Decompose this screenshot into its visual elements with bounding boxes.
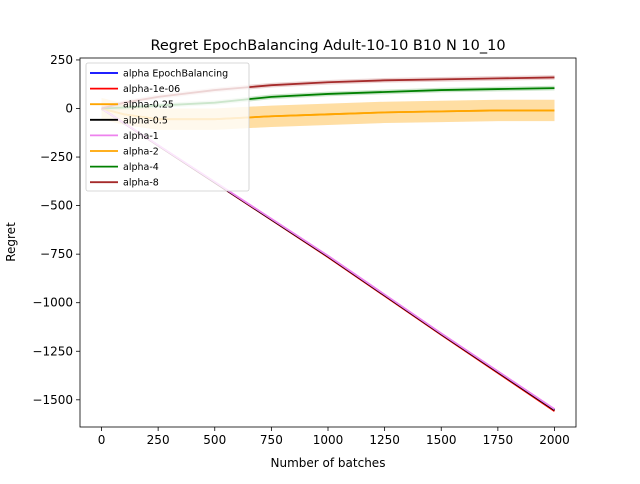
legend-box (85, 62, 250, 192)
x-tick-label: 2000 (539, 433, 570, 447)
legend-label: alpha-1e-06 (123, 84, 180, 95)
legend-label: alpha-4 (123, 162, 159, 173)
x-tick-label: 1000 (313, 433, 344, 447)
legend-label: alpha-0.25 (123, 100, 174, 111)
x-axis-ticks: 0 250 500 750 1000 1250 1500 1750 2000 (98, 427, 570, 447)
y-axis-ticks: 250 0 −250 −500 −750 −1000 −1250 −1500 (32, 53, 80, 407)
legend-label: alpha EpochBalancing (123, 69, 228, 80)
y-tick-label: −250 (40, 150, 73, 164)
x-tick-label: 0 (98, 433, 106, 447)
legend-label: alpha-8 (123, 178, 159, 189)
y-tick-label: −1500 (32, 393, 73, 407)
chart-title: Regret EpochBalancing Adult-10-10 B10 N … (150, 38, 505, 54)
y-tick-label: −750 (40, 247, 73, 261)
y-tick-label: 250 (50, 53, 73, 67)
y-tick-label: −500 (40, 199, 73, 213)
x-tick-label: 750 (260, 433, 283, 447)
x-axis-label: Number of batches (271, 456, 386, 470)
x-tick-label: 500 (203, 433, 226, 447)
y-tick-label: −1250 (32, 344, 73, 358)
legend-label: alpha-2 (123, 147, 159, 158)
x-tick-label: 1500 (426, 433, 457, 447)
y-tick-label: 0 (65, 101, 73, 115)
legend-label: alpha-0.5 (123, 115, 168, 126)
y-axis-label: Regret (4, 222, 18, 262)
legend-label: alpha-1 (123, 131, 159, 142)
y-tick-label: −1000 (32, 296, 73, 310)
x-tick-label: 250 (147, 433, 170, 447)
x-tick-label: 1750 (483, 433, 514, 447)
x-tick-label: 1250 (369, 433, 400, 447)
legend: alpha EpochBalancing alpha-1e-06 alpha-0.2… (85, 62, 250, 192)
